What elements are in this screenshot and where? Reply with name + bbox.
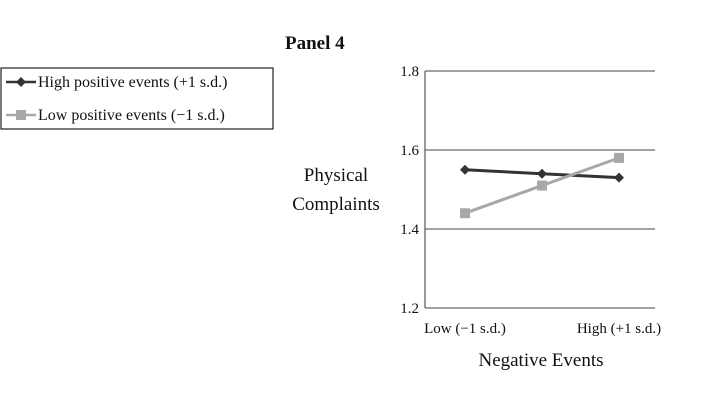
legend-label-high-positive: High positive events (+1 s.d.) <box>38 74 227 91</box>
x-tick-labels: Low (−1 s.d.) High (+1 s.d.) <box>424 321 661 337</box>
series-1-point-0 <box>460 208 470 219</box>
x-tick-label: High (+1 s.d.) <box>577 321 661 337</box>
series-layer <box>460 152 624 219</box>
y-tick-labels: 1.2 1.4 1.6 1.8 <box>400 64 419 317</box>
legend-item-high-positive: High positive events (+1 s.d.) <box>6 74 227 91</box>
y-tick-label: 1.8 <box>400 64 419 80</box>
series-0-point-1 <box>537 168 547 179</box>
legend-label-low-positive: Low positive events (−1 s.d.) <box>38 107 225 124</box>
y-axis-label-line-1: Physical <box>304 165 368 186</box>
legend: High positive events (+1 s.d.) Low posit… <box>0 67 274 130</box>
y-axis-label-line-2: Complaints <box>292 194 380 215</box>
x-tick-label: Low (−1 s.d.) <box>424 321 506 337</box>
y-tick-label: 1.6 <box>400 143 419 159</box>
x-axis-label: Negative Events <box>478 350 603 371</box>
y-tick-label: 1.4 <box>400 222 419 238</box>
legend-square-marker <box>16 110 26 120</box>
legend-box <box>0 67 274 130</box>
series-1-point-2 <box>614 152 624 163</box>
series-1-point-1 <box>537 180 547 191</box>
legend-diamond-marker <box>16 77 26 87</box>
series-0-point-0 <box>460 164 470 175</box>
panel-title: Panel 4 <box>285 33 345 54</box>
y-tick-label: 1.2 <box>400 301 419 317</box>
legend-item-low-positive: Low positive events (−1 s.d.) <box>6 107 225 124</box>
series-0-point-2 <box>614 172 624 183</box>
gridlines <box>425 70 655 309</box>
